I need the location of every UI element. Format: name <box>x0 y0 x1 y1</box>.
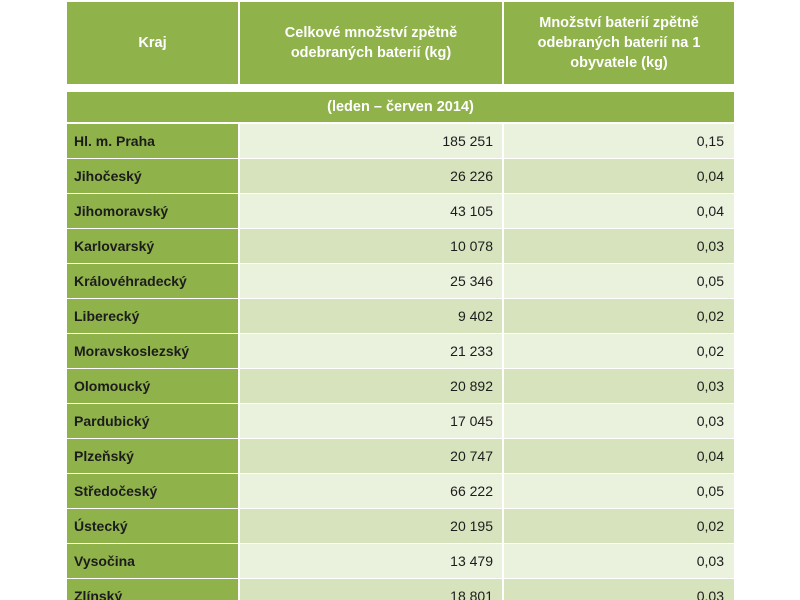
total-value: 20 195 <box>240 509 504 543</box>
total-value: 20 747 <box>240 439 504 473</box>
table-row: Středočeský 66 222 0,05 <box>67 474 734 509</box>
total-value: 20 892 <box>240 369 504 403</box>
table-row: Královéhradecký 25 346 0,05 <box>67 264 734 299</box>
per-capita-value: 0,03 <box>504 404 734 438</box>
table-row: Jihomoravský 43 105 0,04 <box>67 194 734 229</box>
per-capita-value: 0,02 <box>504 299 734 333</box>
per-capita-value: 0,03 <box>504 579 734 600</box>
table-header: Kraj Celkové množství zpětně odebraných … <box>67 2 734 86</box>
total-value: 13 479 <box>240 544 504 578</box>
region-name: Liberecký <box>67 299 240 333</box>
region-name: Hl. m. Praha <box>67 124 240 158</box>
header-region: Kraj <box>67 2 240 84</box>
table-row: Jihočeský 26 226 0,04 <box>67 159 734 194</box>
table-row: Pardubický 17 045 0,03 <box>67 404 734 439</box>
per-capita-value: 0,03 <box>504 544 734 578</box>
total-value: 25 346 <box>240 264 504 298</box>
region-name: Plzeňský <box>67 439 240 473</box>
per-capita-value: 0,04 <box>504 194 734 228</box>
per-capita-value: 0,15 <box>504 124 734 158</box>
table-row: Vysočina 13 479 0,03 <box>67 544 734 579</box>
total-value: 9 402 <box>240 299 504 333</box>
region-name: Pardubický <box>67 404 240 438</box>
table-row: Liberecký 9 402 0,02 <box>67 299 734 334</box>
per-capita-value: 0,02 <box>504 334 734 368</box>
header-total: Celkové množství zpětně odebraných bater… <box>240 2 504 84</box>
per-capita-value: 0,05 <box>504 264 734 298</box>
total-value: 21 233 <box>240 334 504 368</box>
table-row: Karlovarský 10 078 0,03 <box>67 229 734 264</box>
table-row: Ústecký 20 195 0,02 <box>67 509 734 544</box>
table-row: Moravskoslezský 21 233 0,02 <box>67 334 734 369</box>
per-capita-value: 0,05 <box>504 474 734 508</box>
table-row: Zlínský 18 801 0,03 <box>67 579 734 600</box>
table-row: Hl. m. Praha 185 251 0,15 <box>67 124 734 159</box>
battery-table: Kraj Celkové množství zpětně odebraných … <box>67 2 734 600</box>
region-name: Zlínský <box>67 579 240 600</box>
header-per-capita: Množství baterií zpětně odebraných bater… <box>537 15 701 71</box>
total-value: 17 045 <box>240 404 504 438</box>
table-row: Plzeňský 20 747 0,04 <box>67 439 734 474</box>
per-capita-value: 0,03 <box>504 369 734 403</box>
region-name: Jihočeský <box>67 159 240 193</box>
total-value: 26 226 <box>240 159 504 193</box>
region-name: Jihomoravský <box>67 194 240 228</box>
region-name: Středočeský <box>67 474 240 508</box>
total-value: 43 105 <box>240 194 504 228</box>
region-name: Královéhradecký <box>67 264 240 298</box>
per-capita-value: 0,03 <box>504 229 734 263</box>
per-capita-value: 0,02 <box>504 509 734 543</box>
region-name: Ústecký <box>67 509 240 543</box>
total-value: 18 801 <box>240 579 504 600</box>
region-name: Vysočina <box>67 544 240 578</box>
period-label: (leden – červen 2014) <box>67 92 734 122</box>
total-value: 66 222 <box>240 474 504 508</box>
region-name: Karlovarský <box>67 229 240 263</box>
total-value: 10 078 <box>240 229 504 263</box>
table-body: Hl. m. Praha 185 251 0,15 Jihočeský 26 226 0,… <box>67 124 734 600</box>
per-capita-value: 0,04 <box>504 159 734 193</box>
table-row: Olomoucký 20 892 0,03 <box>67 369 734 404</box>
per-capita-value: 0,04 <box>504 439 734 473</box>
total-value: 185 251 <box>240 124 504 158</box>
region-name: Moravskoslezský <box>67 334 240 368</box>
region-name: Olomoucký <box>67 369 240 403</box>
